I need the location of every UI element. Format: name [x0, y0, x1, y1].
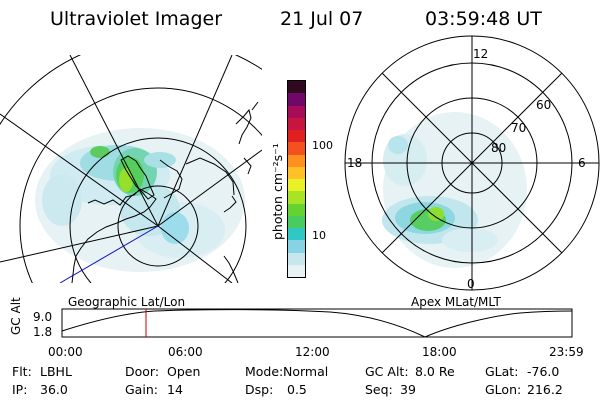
timeline-y-label: GC Alt	[9, 297, 23, 335]
geographic-caption: Geographic Lat/Lon	[68, 295, 186, 309]
timeline-y-tick-max: 9.0	[33, 310, 53, 324]
mlt-label-18: 18	[347, 156, 363, 170]
coastlines	[71, 101, 259, 283]
auroral-emission-mag	[382, 112, 527, 268]
seq-value: 39	[400, 382, 416, 397]
mlat-label-70: 70	[511, 121, 527, 135]
geographic-map-frame	[0, 55, 262, 283]
colorbar-swatch	[288, 215, 305, 228]
glon-value: 216.2	[527, 382, 563, 397]
colorbar-tick-10: 10	[312, 229, 326, 242]
colorbar-swatch	[288, 228, 305, 241]
timeline-y-tick-min: 1.8	[33, 325, 53, 339]
timeline-x-tick: 06:00	[168, 345, 203, 359]
colorbar-swatch	[288, 130, 305, 143]
dsp-value: 0.5	[287, 382, 307, 397]
glon-label: GLon:	[485, 382, 522, 397]
filter-label: Flt:	[12, 364, 32, 379]
colorbar-swatch	[288, 179, 305, 192]
ip-label: IP:	[12, 382, 28, 397]
ip-value: 36.0	[40, 382, 68, 397]
timeline-x-tick: 23:59	[549, 345, 584, 359]
mlt-label-12: 12	[473, 47, 489, 61]
gc-alt-label: GC Alt:	[365, 364, 409, 379]
mlt-label-6: 6	[578, 156, 586, 170]
colorbar-tick-100: 100	[312, 139, 333, 152]
gc-alt-curve	[61, 309, 573, 338]
timeline-x-tick: 12:00	[295, 345, 330, 359]
seq-label: Seq:	[365, 382, 393, 397]
colorbar-swatch	[288, 191, 305, 204]
door-value: Open	[167, 364, 201, 379]
colorbar-swatch	[288, 93, 305, 106]
glat-label: GLat:	[485, 364, 519, 379]
magnetic-caption: Apex MLat/MLT	[411, 295, 501, 309]
meridian-lines	[0, 55, 262, 283]
timeline-x-tick: 00:00	[48, 345, 83, 359]
mode-label: Mode:	[245, 364, 284, 379]
door-label: Door:	[125, 364, 160, 379]
instrument-title: Ultraviolet Imager	[50, 8, 223, 30]
mode-value: Normal	[283, 364, 329, 379]
mlt-lines	[345, 36, 599, 290]
date-label: 21 Jul 07	[280, 8, 364, 30]
dsp-label: Dsp:	[245, 382, 274, 397]
mlat-label-60: 60	[536, 98, 552, 112]
colorbar-swatch	[288, 117, 305, 130]
gain-label: Gain:	[125, 382, 158, 397]
colorbar-swatch	[288, 142, 305, 155]
colorbar-swatch	[288, 264, 305, 277]
glat-value: -76.0	[527, 364, 560, 379]
gc-alt-value: 8.0 Re	[415, 364, 455, 379]
colorbar-swatch	[288, 81, 305, 94]
gain-value: 14	[167, 382, 183, 397]
colorbar-swatch	[288, 240, 305, 253]
mlat-label-80: 80	[491, 141, 507, 155]
time-label: 03:59:48 UT	[425, 8, 542, 30]
filter-value: LBHL	[40, 364, 72, 379]
mlt-label-0: 0	[467, 277, 475, 291]
colorbar-swatch	[288, 105, 305, 118]
latitude-circles	[0, 55, 262, 283]
noon-meridian	[59, 225, 159, 283]
colorbar-swatch	[288, 203, 305, 216]
colorbar-swatch	[288, 252, 305, 265]
colorbar-swatch	[288, 154, 305, 167]
colorbar-swatch	[288, 166, 305, 179]
colorbar	[287, 80, 306, 278]
timeline-x-tick: 18:00	[422, 345, 457, 359]
